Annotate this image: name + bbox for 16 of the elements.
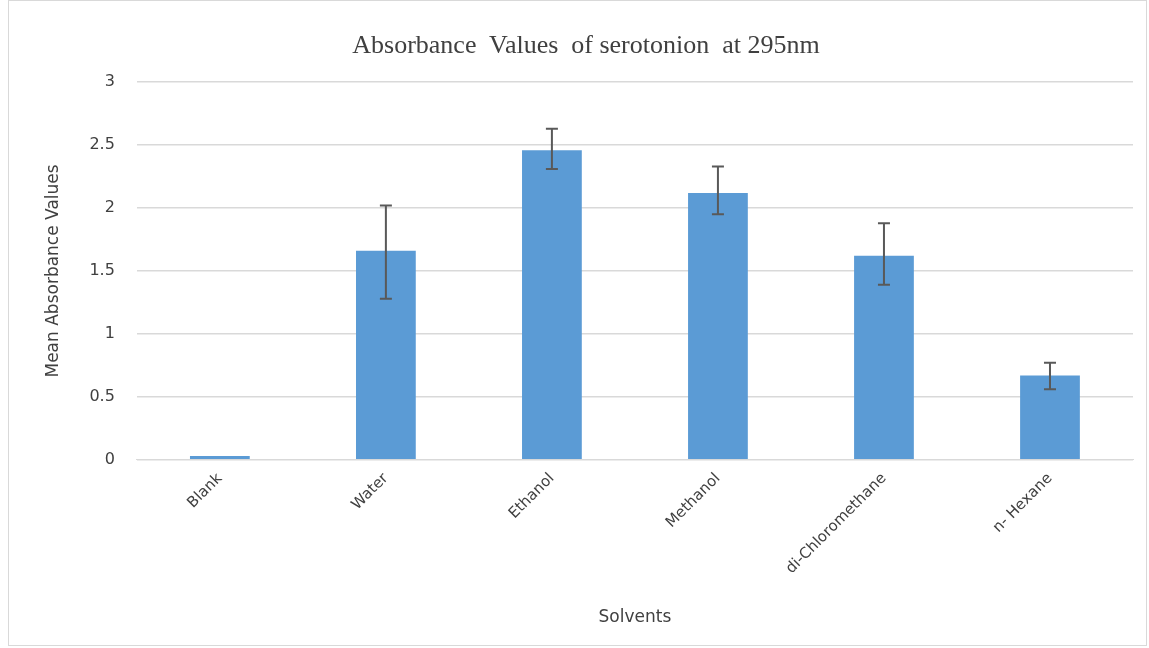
bar [688,192,748,459]
bar [1020,375,1080,459]
y-tick-label: 1.5 [89,260,115,280]
x-axis-title: Solvents [598,606,672,627]
y-axis-title: Mean Absorbance Values [41,164,62,378]
y-tick-label: 3 [104,71,115,91]
y-tick-label: 2.5 [89,134,115,154]
y-tick-label: 0.5 [89,385,115,405]
y-tick-label: 2 [104,197,115,217]
bar [854,255,914,459]
y-tick-label: 1 [104,323,115,343]
y-tick-label: 0 [104,448,115,468]
chart-title: Absorbance Values of serotonion at 295nm [352,30,820,60]
bar [356,250,416,459]
bar [189,455,250,459]
bar [522,150,582,459]
